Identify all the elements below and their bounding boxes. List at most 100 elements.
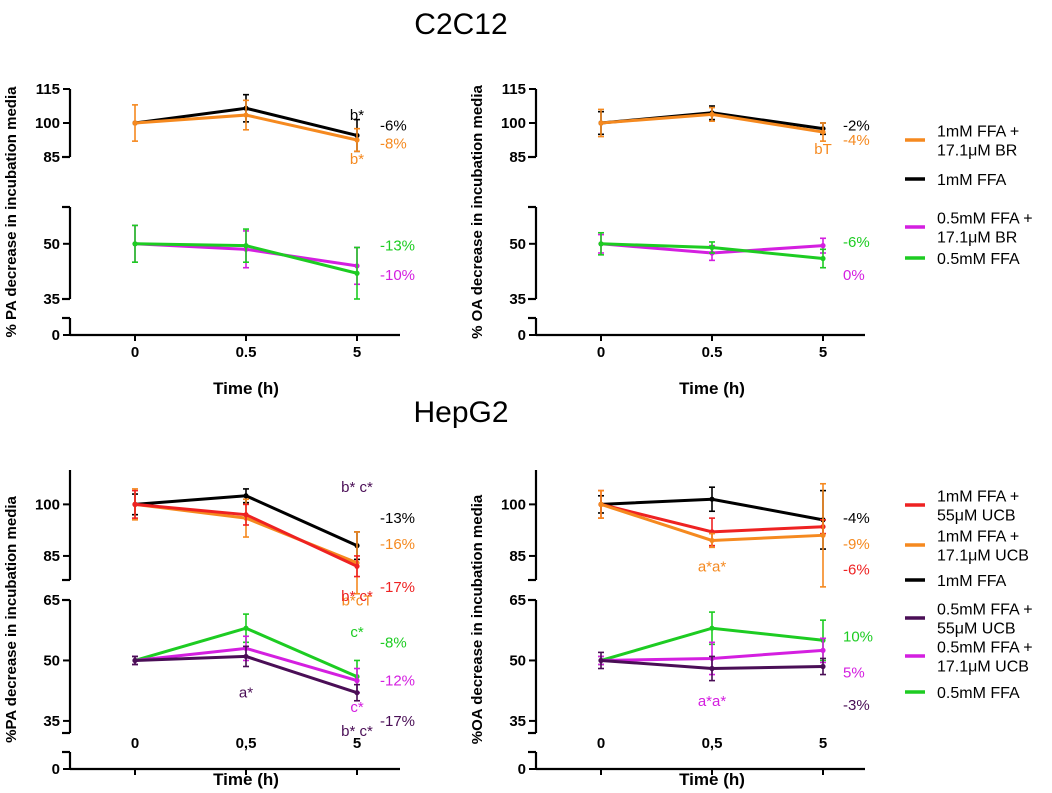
x-tick-label: 5 <box>819 344 827 361</box>
y-tick-label: 115 <box>502 81 526 98</box>
x-tick-label: 0 <box>597 735 605 752</box>
percent-change-label: -4% <box>843 132 870 149</box>
series-green <box>132 224 360 300</box>
data-point <box>709 537 715 544</box>
y-axis-title: % PA decrease in incubation media <box>3 86 20 338</box>
percent-change-label: -17% <box>380 579 415 596</box>
significance-annotation: bT <box>814 141 832 158</box>
data-point <box>243 243 249 249</box>
percent-change-label: -6% <box>843 562 870 579</box>
significance-annotation: b*cT <box>342 593 373 610</box>
significance-annotation: a*a* <box>698 558 727 575</box>
percent-change-label: -6% <box>380 117 407 134</box>
data-point <box>598 501 604 507</box>
y-tick-label: 0 <box>52 761 60 778</box>
legend-entry: 1mM FFA + 17.1μM UCB <box>905 529 1029 565</box>
significance-annotation: a* <box>239 685 253 702</box>
data-point <box>132 241 138 247</box>
y-tick-label: 100 <box>501 496 526 513</box>
percent-change-label: -12% <box>380 673 415 690</box>
data-point <box>820 647 826 653</box>
percent-change-label: -6% <box>843 234 870 251</box>
data-point <box>709 625 715 631</box>
section-title-c2c12: C2C12 <box>414 8 507 41</box>
data-point <box>820 129 826 135</box>
data-point <box>243 653 249 660</box>
x-tick-label: 5 <box>353 735 361 752</box>
section-title-hepg2: HepG2 <box>413 396 508 429</box>
legend-entry: 0.5mM FFA <box>905 685 1020 702</box>
percent-change-label: 10% <box>843 628 873 645</box>
x-tick-label: 0.5 <box>702 344 723 361</box>
y-tick-label: 115 <box>36 81 60 98</box>
data-point <box>354 678 360 684</box>
y-axis-title: %PA decrease in incubation media <box>3 495 20 742</box>
data-point <box>243 625 249 631</box>
percent-change-label: -16% <box>380 536 415 553</box>
significance-annotation: b* <box>350 151 364 168</box>
legend-label: 1mM FFA <box>937 172 1007 189</box>
data-point <box>820 532 826 538</box>
data-point <box>709 496 715 502</box>
y-tick-label: 50 <box>509 236 526 253</box>
data-point <box>820 243 826 249</box>
x-tick-label: 0,5 <box>702 735 723 752</box>
legend-label: 17.1μM BR <box>937 230 1017 247</box>
y-tick-label: 35 <box>509 713 526 730</box>
data-point <box>243 493 249 499</box>
data-point <box>354 563 360 569</box>
chart-panel-3: 100 85 65 50 35 0 0 0,5 5 Time (h) %OA decrease in… <box>469 470 873 789</box>
data-point <box>820 663 826 670</box>
legend-label: 0.5mM FFA <box>937 251 1020 268</box>
series-orange <box>598 482 826 588</box>
percent-change-label: 0% <box>843 267 865 284</box>
data-point <box>820 255 826 262</box>
data-point <box>598 657 604 664</box>
x-axis-title: Time (h) <box>213 770 279 789</box>
legend-label: 55μM UCB <box>937 621 1016 638</box>
significance-annotation: b* c* <box>341 723 373 740</box>
x-tick-label: 5 <box>353 344 361 361</box>
y-tick-label: 35 <box>43 713 60 730</box>
y-tick-label: 85 <box>509 548 526 565</box>
y-tick-label: 50 <box>509 652 526 669</box>
chart-panel-2: 100 85 65 50 35 0 0 0,5 5 Time (h) %PA decrease in… <box>3 470 415 789</box>
x-tick-label: 0 <box>131 735 139 752</box>
y-tick-label: 35 <box>509 291 526 308</box>
significance-annotation: b* c* <box>341 479 373 496</box>
series-red <box>132 489 360 578</box>
legend-label: 1mM FFA + <box>937 529 1019 546</box>
series-orange <box>598 106 826 142</box>
legend-label: 17.1μM BR <box>937 143 1017 160</box>
y-tick-label: 100 <box>35 496 60 513</box>
y-tick-label: 0 <box>52 327 60 344</box>
x-tick-label: 0 <box>597 344 605 361</box>
chart-panel-1: 115 100 85 50 35 0 0 0.5 5 Time (h) % OA decrease … <box>469 81 870 398</box>
data-point <box>709 665 715 672</box>
y-tick-label: 50 <box>43 652 60 669</box>
data-point <box>709 244 715 251</box>
data-point <box>354 270 360 276</box>
y-tick-label: 85 <box>43 149 60 166</box>
data-point <box>354 137 360 143</box>
legend-entry: 1mM FFA + 17.1μM BR <box>905 124 1019 160</box>
legend-label: 0.5mM FFA + <box>937 602 1033 619</box>
x-tick-label: 0,5 <box>236 735 257 752</box>
significance-annotation: a*a* <box>698 693 727 710</box>
percent-change-label: -10% <box>380 267 415 284</box>
data-point <box>709 111 715 117</box>
x-tick-label: 0 <box>131 344 139 361</box>
x-tick-label: 0.5 <box>236 344 257 361</box>
y-tick-label: 100 <box>35 115 60 132</box>
legend-0: 1mM FFA + 17.1μM BR 1mM FFA 0.5mM FFA + 17.1… <box>905 124 1033 268</box>
data-point <box>598 120 604 126</box>
y-axis-title: %OA decrease in incubation media <box>469 494 486 744</box>
data-point <box>598 241 604 247</box>
y-tick-label: 0 <box>518 761 526 778</box>
legend-label: 1mM FFA + <box>937 489 1019 506</box>
series-green <box>598 231 826 269</box>
legend-label: 17.1μM UCB <box>937 659 1029 676</box>
legend-entry: 1mM FFA <box>905 172 1007 189</box>
y-tick-label: 100 <box>501 115 526 132</box>
